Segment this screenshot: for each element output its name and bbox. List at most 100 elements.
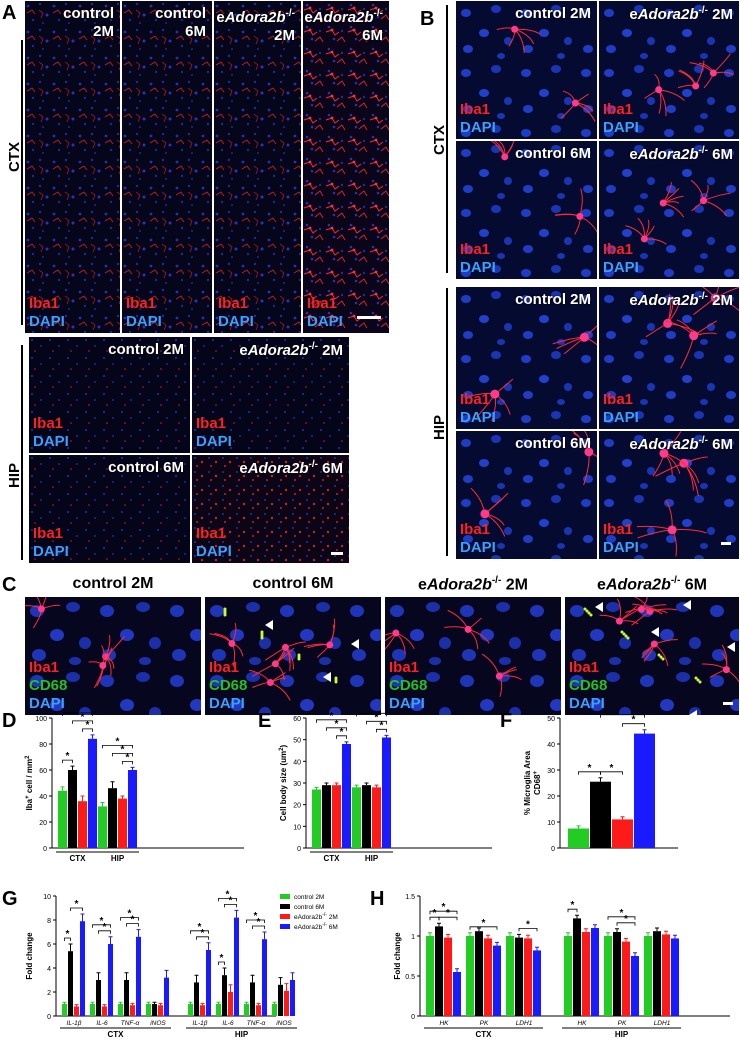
bar-control-6m [322, 785, 331, 848]
microglia-cells [625, 179, 731, 245]
significance-bracket [376, 728, 387, 733]
b-tile-0-texture [456, 1, 597, 139]
group-label: CTX [324, 854, 341, 863]
hip-bracket-a [21, 345, 23, 560]
category-label: iNOS [276, 1020, 292, 1027]
a-ctx-e-3: e [304, 9, 313, 26]
significance-star: * [370, 710, 374, 715]
a-ctx-title-line2-3: 6M [362, 27, 383, 44]
significance-star: * [433, 908, 437, 919]
y-axis-label: Cell body size (um2) [279, 745, 288, 822]
b-title-3-prefix: e [629, 146, 638, 163]
y-tick-label: 1.5 [405, 894, 415, 901]
legend-label: eAdora2b-/- 6M [294, 922, 338, 931]
a-hip-stains-1-dapi: DAPI [196, 433, 232, 450]
a-hip-title-3-suffix: 6M [317, 460, 343, 477]
a-ctx-stains-3: Iba1 DAPI [307, 295, 343, 331]
error-bar [606, 932, 610, 936]
bar-eadora2b-2m [332, 785, 341, 848]
error-bar [374, 784, 379, 788]
legend-label: control 2M [294, 894, 324, 901]
error-bar [455, 968, 459, 972]
significance-bracket [120, 917, 139, 921]
error-bar [244, 1001, 249, 1004]
significance-bracket [72, 720, 93, 724]
bar-control-6m [515, 937, 523, 1016]
c-tile-3: Iba1 CD68 DAPI [564, 596, 740, 716]
region-label-hip-b: HIP [431, 414, 448, 440]
a-ctx-stains-3-iba1: Iba1 [307, 295, 338, 312]
bar-eadora2b-2m [130, 1005, 135, 1016]
significance-star: * [128, 909, 132, 920]
a-ctx-stains-2-dapi: DAPI [218, 313, 254, 330]
significance-bracket [600, 714, 645, 718]
c-stains-1-cd68: CD68 [209, 677, 248, 694]
arrowhead-icon [323, 672, 331, 682]
legend-swatch [280, 904, 290, 909]
significance-star: * [526, 919, 530, 930]
b-tile-6: control 6M Iba1 DAPI [455, 430, 598, 560]
y-tick-label: 20 [39, 820, 47, 827]
c-tile-0: Iba1 CD68 DAPI [24, 596, 202, 716]
significance-bracket [112, 753, 133, 757]
bar-eadora2b-2m [484, 938, 492, 1016]
group-label: CTX [108, 1030, 125, 1039]
b-title-3-gene: Adora2b [637, 146, 699, 163]
significance-bracket [82, 728, 93, 732]
y-tick-label: 2 [47, 990, 51, 997]
error-bar [110, 781, 115, 789]
bar-control-2m [90, 1004, 95, 1016]
significance-star: * [330, 711, 334, 722]
error-bar [486, 934, 490, 939]
bar-eadora2b-6m [108, 944, 113, 1016]
c-title-2: eAdora2b-/- 2M [384, 575, 562, 594]
group-label: HIP [365, 854, 379, 863]
arrowhead-icon [351, 639, 359, 649]
error-bar [108, 936, 113, 944]
significance-bracket [98, 930, 111, 934]
bar-control-6m [362, 785, 371, 848]
bar-eadora2b-6m [671, 938, 679, 1016]
y-tick-label: 0 [47, 1014, 51, 1021]
category-label: iNOS [150, 1020, 166, 1027]
b-stains-1: Iba1 DAPI [603, 101, 639, 137]
c-stains-2: Iba1 CD68 DAPI [389, 659, 427, 713]
c-title-text-1-text: control 6M [252, 575, 334, 592]
bar-control-2m [118, 1004, 123, 1016]
a-hip-tile-title-2: control 6M [108, 459, 184, 476]
error-bar [100, 802, 105, 807]
c-title-text-0-text: control 2M [72, 575, 154, 592]
a-ctx-title-line2-0: 2M [93, 23, 114, 40]
a-hip-tile-title-0: control 2M [108, 341, 184, 358]
a-hip-tile-2-texture [29, 455, 190, 563]
significance-star: * [340, 727, 344, 738]
bar-eadora2b-2m [200, 1005, 205, 1016]
cd68-puncta [583, 600, 735, 715]
b-tile-title-5: eAdora2b-/- 2M [629, 291, 733, 309]
y-tick-label: 0 [43, 846, 47, 853]
error-bar [130, 1002, 135, 1006]
a-ctx-title-line1-1: control [155, 5, 206, 22]
b-title-2-text: control 6M [515, 145, 591, 162]
bar-control-6m [475, 931, 483, 1016]
a-ctx-tile-title-0: control 2M [63, 5, 114, 41]
error-bar [508, 932, 512, 936]
error-bar [130, 766, 135, 770]
significance-star: * [86, 720, 90, 731]
b-tile-title-7: eAdora2b-/- 6M [629, 435, 733, 453]
error-bar [118, 1001, 123, 1004]
microglia-cells [496, 25, 596, 122]
significance-bracket [616, 922, 636, 926]
c-tile-1: Iba1 CD68 DAPI [204, 596, 382, 716]
bar-control-6m [124, 980, 129, 1016]
category-label: LDH1 [516, 1020, 533, 1027]
b-title-5-gene: Adora2b [637, 292, 699, 309]
significance-star: * [201, 928, 205, 939]
y-tick-label: 1 [411, 934, 415, 941]
significance-star: * [103, 922, 107, 933]
y-tick-label: 6 [47, 942, 51, 949]
significance-star: * [220, 953, 224, 964]
b-stains-7-iba1: Iba1 [603, 521, 634, 538]
panel-letter-d: D [2, 710, 17, 732]
b-tile-title-3: eAdora2b-/- 6M [629, 145, 733, 163]
